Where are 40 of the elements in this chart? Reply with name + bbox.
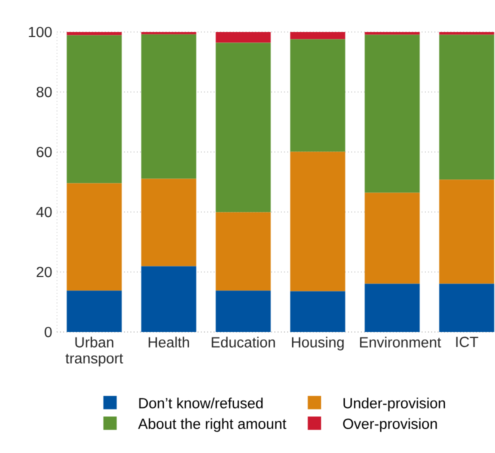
bar xyxy=(439,284,494,332)
bar xyxy=(439,180,494,284)
x-tick-label: Urban transport xyxy=(66,336,124,366)
bar xyxy=(216,32,271,43)
bar xyxy=(216,212,271,291)
bar xyxy=(364,32,420,35)
bar xyxy=(364,284,420,332)
bar xyxy=(141,34,196,179)
bar xyxy=(141,32,196,34)
bar xyxy=(290,291,346,332)
y-tick-label: 0 xyxy=(44,326,52,338)
bar xyxy=(216,290,271,332)
legend-label: About the right amount xyxy=(138,418,286,432)
bar xyxy=(439,34,494,180)
legend-label: Under-provision xyxy=(344,398,445,412)
y-tick-label: 60 xyxy=(36,146,52,158)
bar xyxy=(216,42,271,212)
y-tick-label: 40 xyxy=(36,206,52,218)
bar xyxy=(290,152,346,292)
legend-label: Over-provision xyxy=(343,418,437,432)
y-tick-label: 80 xyxy=(36,86,52,98)
bar xyxy=(290,32,346,40)
bar xyxy=(290,39,346,152)
bar xyxy=(66,183,122,291)
y-tick-label: 20 xyxy=(36,266,52,278)
x-tick-label: Housing xyxy=(292,336,344,350)
x-tick-label: ICT xyxy=(456,336,478,348)
bar xyxy=(364,34,420,193)
bar xyxy=(66,290,122,332)
x-tick-label: Education xyxy=(212,336,275,348)
x-tick-label: Environment xyxy=(360,336,442,348)
legend-label: Don’t know/refused xyxy=(139,398,263,408)
bar xyxy=(66,35,122,184)
bar xyxy=(439,32,494,35)
bar xyxy=(66,32,122,36)
bar xyxy=(141,266,196,332)
y-tick-label: 100 xyxy=(28,26,52,38)
bar xyxy=(141,178,196,266)
bar xyxy=(364,192,420,284)
x-tick-label: Health xyxy=(148,336,189,348)
